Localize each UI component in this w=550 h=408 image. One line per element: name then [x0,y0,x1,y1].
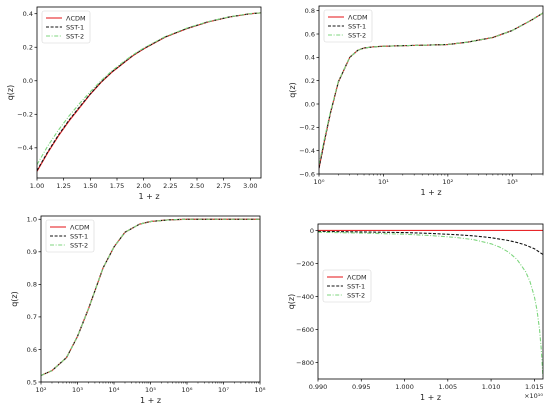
y-tick-label: 0 [310,227,314,235]
x-tick-label: 10² [442,178,453,186]
y-tick-label: 0.2 [305,77,315,85]
legend-label: SST-1 [347,282,365,290]
legend-label: SST-2 [348,31,366,39]
y-tick-label: 0.5 [27,378,37,386]
series-line-4-3 [318,231,543,378]
y-tick-label: 0.6 [305,30,315,38]
y-tick-label: 0.4 [305,54,315,62]
x-tick-label: 10⁵ [145,386,156,394]
legend-label: ΛCDM [347,273,367,281]
legend-label: ΛCDM [70,223,90,231]
y-tick-label: −600 [296,326,314,334]
y-tick-label: 0.2 [23,44,33,52]
plot-frame [317,223,544,380]
x-tick-label: 10⁴ [109,386,120,394]
x-tick-label: 10⁷ [218,386,229,394]
y-tick-label: 0.8 [305,7,315,15]
legend-box [322,269,372,303]
legend-label: SST-2 [70,241,88,249]
y-tick-label: 0.7 [27,313,37,321]
x-tick-label: 1.75 [110,182,124,190]
y-tick-label: 0.9 [27,248,37,256]
x-tick-label: 0.990 [309,383,328,391]
plot-frame [36,6,262,179]
y-tick-label: −200 [296,260,314,268]
series-line-1-3 [37,12,261,165]
x-tick-label: 1.50 [83,182,97,190]
legend-label: ΛCDM [348,13,368,21]
chart-4: 0.990 0.995 1.000 1.005 1.010 1.015 −800 −600 −4… [287,223,544,402]
x-tick-label: 10¹ [378,178,389,186]
x-tick-label: 10⁶ [182,386,193,394]
chart-2: 10⁰ 10¹ 10² 10³ −0.6 −0.4 −0.2 0.0 0.2 0.4 0.6 0.8 1… [288,5,544,197]
y-axis-label: q(z) [10,291,19,307]
x-tick-label: 10² [36,386,47,394]
y-tick-label: −0.2 [17,111,33,119]
x-tick-label: 2.00 [136,182,150,190]
plot-frame [318,5,544,175]
legend-label: ΛCDM [66,14,86,22]
y-axis-label: q(z) [287,294,296,310]
series-line-4-2 [318,230,543,255]
x-axis-label: 1 + z [420,188,441,197]
x-tick-label: 2.50 [190,182,204,190]
chart-3: 10² 10³ 10⁴ 10⁵ 10⁶ 10⁷ 10⁸ 0.5 0.6 0.7 0.8 0.9 1.0 1… [10,216,266,405]
x-tick-label: 0.995 [352,383,371,391]
chart-1: 1.00 1.25 1.50 1.75 2.00 2.25 2.50 2.75 3.00 −0.4… [6,6,262,201]
x-offset-label: ×10¹⁰ [524,392,543,400]
x-axis-label: 1 + z [138,192,159,201]
y-tick-label: −0.6 [299,170,315,178]
legend-box [323,9,373,43]
legend-box [45,219,95,253]
y-axis-label: q(z) [288,82,297,98]
x-tick-label: 10⁸ [255,386,266,394]
legend-label: SST-2 [347,291,365,299]
x-tick-label: 10³ [72,386,83,394]
x-tick-label: 3.00 [243,182,257,190]
series-line-3-2 [41,218,260,376]
x-tick-label: 10³ [507,178,518,186]
x-tick-label: 1.25 [56,182,70,190]
legend-label: SST-1 [70,232,88,240]
y-tick-label: −800 [296,359,314,367]
series-line-1-2 [37,12,261,171]
legend-box [41,10,91,44]
legend-label: SST-2 [66,32,84,40]
y-tick-label: −0.4 [17,144,33,152]
legend-label: SST-1 [348,22,366,30]
x-axis-label: 1 + z [140,396,161,405]
series-line-2-3 [319,12,543,165]
y-tick-label: 0.6 [27,346,37,354]
x-tick-label: 10⁰ [314,178,325,186]
x-tick-label: 1.015 [525,383,544,391]
x-tick-label: 1.005 [439,383,458,391]
y-tick-label: −0.2 [299,124,315,132]
x-tick-label: 1.000 [395,383,414,391]
y-tick-label: −400 [296,293,314,301]
legend-label: SST-1 [66,23,84,31]
x-tick-label: 2.25 [163,182,177,190]
x-axis-label: 1 + z [420,393,441,402]
y-tick-label: 0.8 [27,281,37,289]
y-tick-label: −0.4 [299,147,315,155]
y-axis-label: q(z) [6,85,15,101]
y-tick-label: 1.0 [27,216,37,224]
x-tick-label: 2.75 [216,182,230,190]
x-tick-label: 1.010 [482,383,501,391]
y-tick-label: 0.0 [305,100,315,108]
x-tick-label: 1.00 [30,182,44,190]
y-tick-label: 0.0 [23,77,33,85]
y-tick-label: 0.4 [23,10,33,18]
